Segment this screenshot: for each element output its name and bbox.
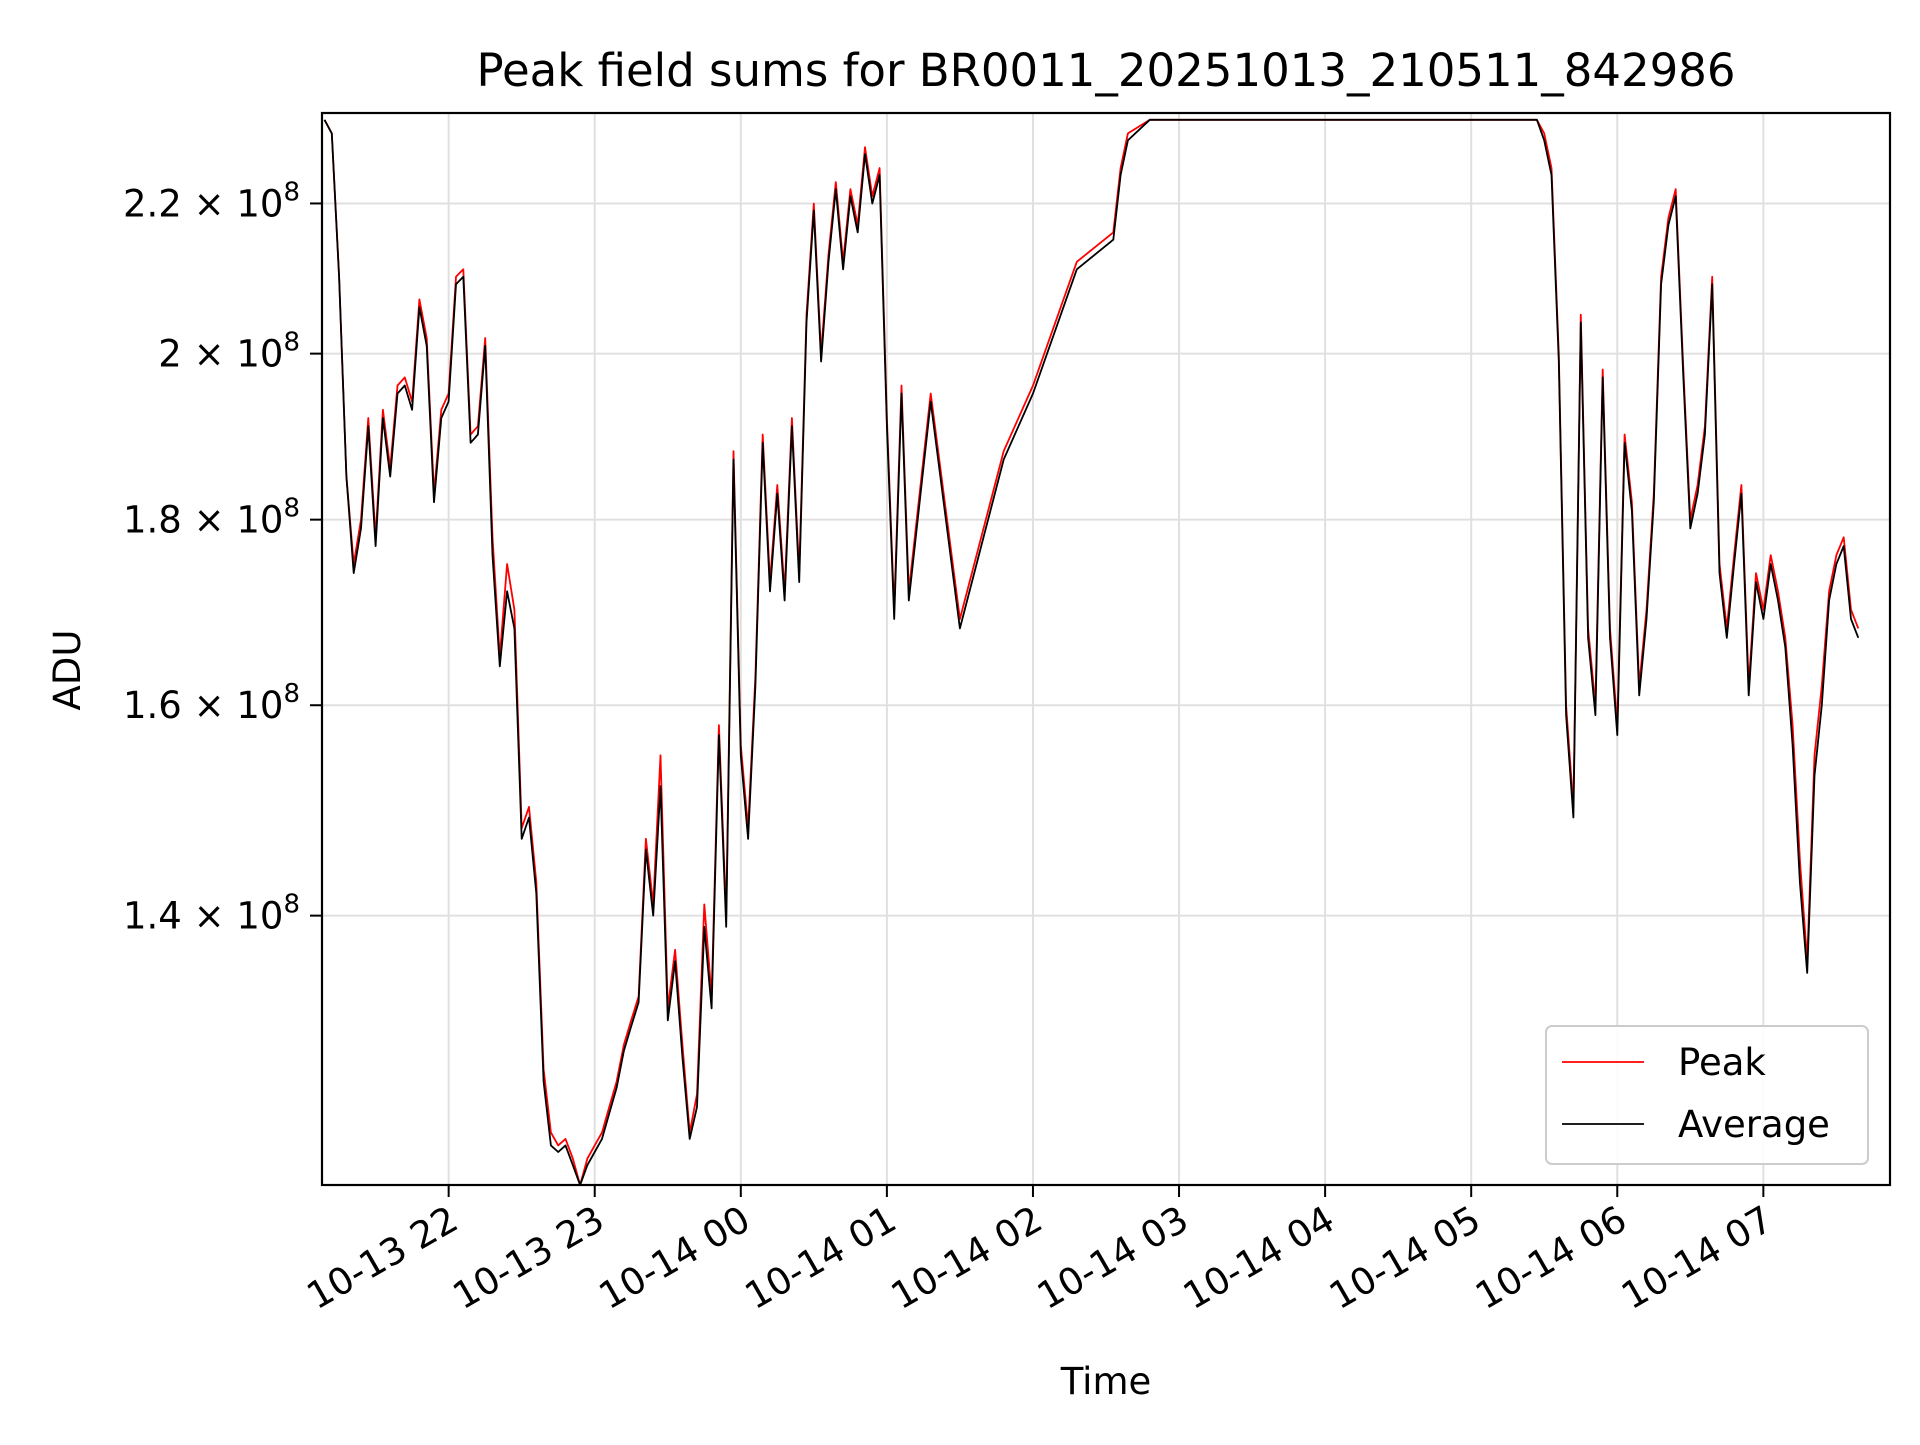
x-axis-label: Time xyxy=(1060,1360,1152,1403)
grid xyxy=(322,113,1890,1185)
series-layer xyxy=(323,118,1860,1185)
legend: Peak Average xyxy=(1545,1025,1869,1165)
y-tick-label: 2 × 108 xyxy=(158,328,300,376)
series-line-average xyxy=(323,118,1860,1185)
legend-label-peak: Peak xyxy=(1678,1041,1766,1084)
chart-title: Peak field sums for BR0011_20251013_2105… xyxy=(476,44,1735,97)
y-tick-label: 1.6 × 108 xyxy=(123,679,300,727)
y-tick-label: 1.8 × 108 xyxy=(123,494,300,542)
y-tick-label: 2.2 × 108 xyxy=(123,177,300,225)
y-axis-ticks: 1.4 × 108 1.6 × 108 1.8 × 108 2 × 108 2.2 × … xyxy=(123,177,322,938)
plot-frame xyxy=(320,111,1892,1187)
y-axis-label: ADU xyxy=(46,630,89,711)
y-tick-label: 1.4 × 108 xyxy=(123,890,300,938)
legend-label-average: Average xyxy=(1678,1103,1830,1146)
legend-box xyxy=(1545,1025,1869,1165)
